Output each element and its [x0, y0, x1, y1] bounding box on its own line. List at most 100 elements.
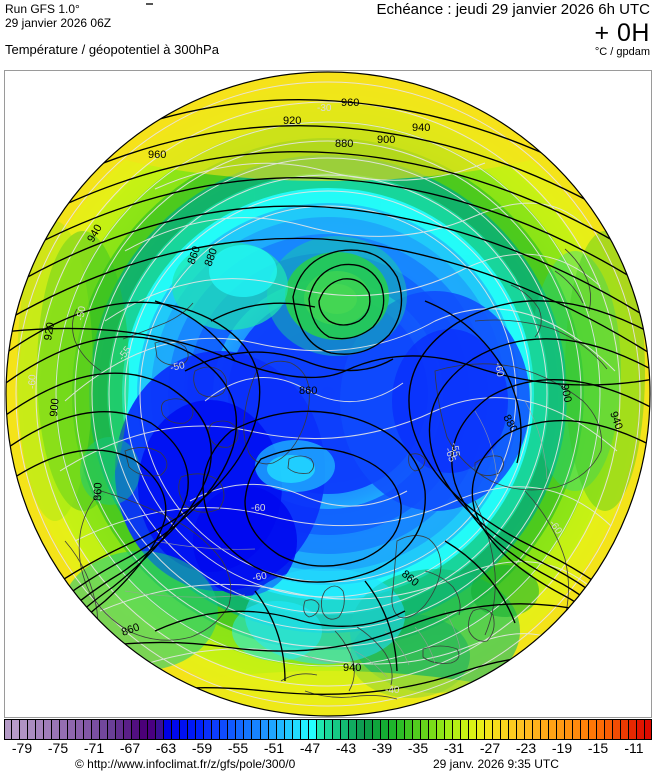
contour-labels: 960 920 940 960 880 900 880 860 940 920 …	[42, 97, 625, 674]
map-panel[interactable]: 960 920 940 960 880 900 880 860 940 920 …	[4, 70, 652, 718]
colorbar-cell	[60, 719, 69, 740]
colorbar-tick: -67	[119, 740, 141, 756]
colorbar-tick: -11	[624, 740, 644, 756]
colorbar-cell	[308, 719, 317, 740]
colorbar-tick: -55	[227, 740, 249, 756]
colorbar-cell	[500, 719, 509, 740]
copyright-link[interactable]: © http://www.infoclimat.fr/z/gfs/pole/30…	[75, 757, 296, 771]
colorbar-cell	[332, 719, 341, 740]
colorbar-tick: -79	[11, 740, 33, 756]
colorbar-tick: -35	[407, 740, 429, 756]
colorbar-cell	[276, 719, 285, 740]
svg-text:900: 900	[48, 398, 62, 417]
svg-text:880: 880	[203, 247, 221, 268]
colorbar-cell	[12, 719, 21, 740]
model-run-info: Run GFS 1.0° 29 janvier 2026 06Z	[5, 2, 111, 30]
geopotential-contours	[6, 99, 650, 716]
svg-text:-50: -50	[169, 360, 186, 374]
colorbar-tick: -51	[263, 740, 285, 756]
colorbar-cell	[340, 719, 349, 740]
polar-map[interactable]: 960 920 940 960 880 900 880 860 940 920 …	[5, 71, 651, 717]
colorbar-cell	[645, 719, 653, 740]
colorbar-cell	[76, 719, 85, 740]
colorbar-cell	[132, 719, 141, 740]
model-run-line1: Run GFS 1.0°	[5, 2, 80, 16]
colorbar-cell	[300, 719, 309, 740]
small-dash-icon	[146, 3, 153, 5]
isotherm-lines	[15, 81, 641, 707]
colorbar-cell	[533, 719, 542, 740]
valid-time-label: Echéance : jeudi 29 janvier 2026 6h UTC	[376, 1, 650, 18]
country-borders	[124, 400, 548, 678]
footer: © http://www.infoclimat.fr/z/gfs/pole/30…	[0, 757, 656, 773]
colorbar-cell	[228, 719, 237, 740]
svg-text:-55: -55	[448, 442, 461, 459]
colorbar-cell	[444, 719, 453, 740]
svg-text:860: 860	[299, 385, 317, 397]
model-run-line2: 29 janvier 2026 06Z	[5, 16, 112, 30]
colorbar-cell	[589, 719, 598, 740]
svg-text:-35: -35	[594, 672, 612, 689]
colorbar-cell	[420, 719, 429, 740]
colorbar-cell	[508, 719, 517, 740]
colorbar-cell	[380, 719, 389, 740]
svg-text:-65: -65	[442, 446, 457, 464]
colorbar-cell	[100, 719, 109, 740]
colorbar-cell	[412, 719, 421, 740]
colorbar-cell	[284, 719, 293, 740]
colorbar-tick: -43	[335, 740, 357, 756]
colorbar-cell	[292, 719, 301, 740]
colorbar-tick: -71	[83, 740, 105, 756]
svg-text:860: 860	[92, 482, 105, 501]
colorbar-cell	[44, 719, 53, 740]
colorbar-cell	[188, 719, 197, 740]
svg-text:-60: -60	[492, 362, 505, 379]
svg-text:920: 920	[42, 321, 57, 341]
colorbar-cell	[252, 719, 261, 740]
colorbar-cell	[621, 719, 630, 740]
svg-text:-50: -50	[75, 305, 88, 322]
colorbar-tick: -47	[299, 740, 321, 756]
colorbar-cell	[517, 719, 526, 740]
colorbar-cell	[204, 719, 213, 740]
svg-text:920: 920	[283, 115, 301, 127]
colorbar-cell	[348, 719, 357, 740]
generation-timestamp: 29 janv. 2026 9:35 UTC	[433, 757, 559, 771]
colorbar-tick-labels: -79 -75 -71 -67 -63 -59 -55 -51 -47 -43 -39 -35 -31-…	[0, 740, 656, 758]
colorbar-cell	[525, 719, 534, 740]
svg-text:-30: -30	[317, 103, 332, 114]
svg-text:-60: -60	[27, 374, 39, 389]
svg-text:900: 900	[377, 134, 395, 146]
svg-text:-30: -30	[64, 105, 82, 123]
colorbar-cell	[452, 719, 461, 740]
colorbar-cell	[316, 719, 325, 740]
colorbar-cells[interactable]	[4, 719, 653, 740]
svg-text:940: 940	[343, 662, 361, 674]
lead-time-label: + 0H	[594, 19, 650, 47]
svg-text:900: 900	[558, 383, 574, 403]
svg-text:-40: -40	[385, 685, 400, 696]
colorbar-cell	[557, 719, 566, 740]
colorbar-cell	[124, 719, 133, 740]
colorbar-cell	[324, 719, 333, 740]
colorbar-cell	[140, 719, 149, 740]
colorbar-cell	[565, 719, 574, 740]
colorbar-cell	[116, 719, 125, 740]
colorbar-cell	[20, 719, 29, 740]
colorbar-cell	[629, 719, 638, 740]
colorbar-cell	[356, 719, 365, 740]
colorbar-cell	[492, 719, 501, 740]
colorbar-cell	[428, 719, 437, 740]
colorbar[interactable]	[4, 719, 653, 740]
colorbar-cell	[573, 719, 582, 740]
colorbar-cell	[605, 719, 614, 740]
colorbar-tick: -15	[587, 740, 609, 756]
colorbar-cell	[164, 719, 173, 740]
colorbar-tick: -23	[515, 740, 537, 756]
colorbar-cell	[372, 719, 381, 740]
parameter-title: Température / géopotentiel à 300hPa	[5, 42, 219, 57]
colorbar-cell	[172, 719, 181, 740]
colorbar-cell	[468, 719, 477, 740]
colorbar-cell	[260, 719, 269, 740]
colorbar-cell	[581, 719, 590, 740]
